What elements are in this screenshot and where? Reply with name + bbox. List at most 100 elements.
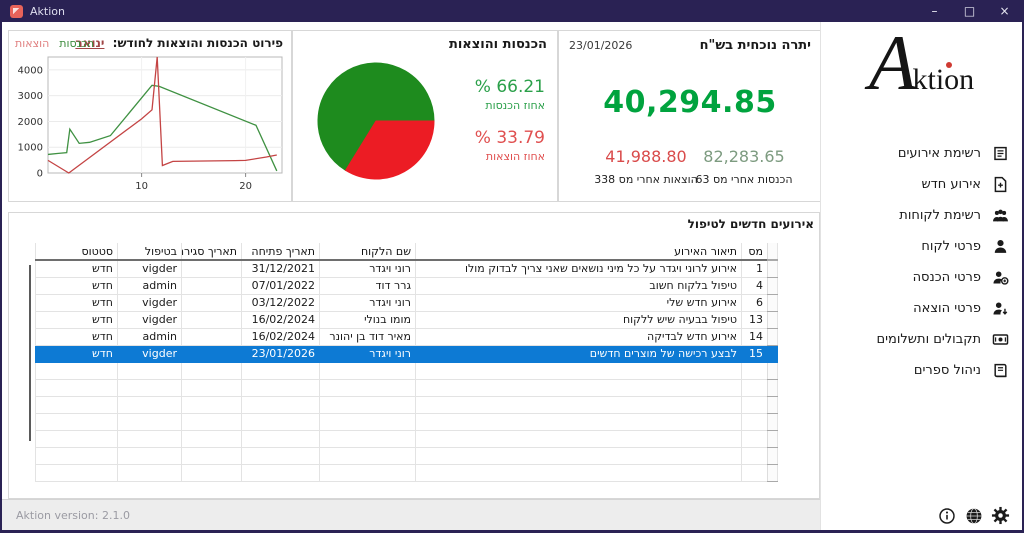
table-row-empty[interactable] (35, 378, 778, 397)
table-cell[interactable] (181, 361, 242, 380)
table-cell[interactable] (117, 446, 182, 465)
table-cell[interactable]: admin (117, 327, 182, 346)
table-cell[interactable] (181, 463, 242, 482)
table-cell[interactable] (415, 395, 742, 414)
table-cell[interactable] (181, 395, 242, 414)
table-cell[interactable]: מאיר דוד בן יהונר (319, 327, 416, 346)
table-cell[interactable] (181, 412, 242, 431)
table-cell[interactable] (181, 259, 242, 278)
table-row[interactable]: 14 אירוע חדש לבדיקה מאיר דוד בן יהונר 16/02… (35, 327, 778, 346)
table-cell[interactable] (35, 429, 118, 448)
table-cell[interactable] (181, 446, 242, 465)
row-header[interactable] (767, 446, 778, 465)
table-row-empty[interactable] (35, 395, 778, 414)
table-row[interactable]: 15 לבצע רכישה של מוצרים חדשים רוני ויגדר 23… (35, 344, 778, 363)
close-button[interactable]: × (999, 4, 1010, 18)
column-header[interactable]: מס (741, 243, 768, 261)
table-cell[interactable]: 07/01/2022 (241, 276, 320, 295)
row-header[interactable] (767, 395, 778, 414)
table-cell[interactable] (415, 412, 742, 431)
table-cell[interactable]: חדש (35, 310, 118, 329)
table-cell[interactable] (181, 429, 242, 448)
table-cell[interactable] (241, 446, 320, 465)
table-cell[interactable] (241, 361, 320, 380)
table-cell[interactable]: חדש (35, 259, 118, 278)
table-cell[interactable] (319, 361, 416, 380)
table-cell[interactable] (415, 378, 742, 397)
table-cell[interactable] (35, 361, 118, 380)
month-link[interactable]: ינואר (75, 36, 105, 50)
table-cell[interactable]: 16/02/2024 (241, 310, 320, 329)
row-header[interactable] (767, 276, 778, 295)
table-row-empty[interactable] (35, 429, 778, 448)
column-header[interactable]: שם הלקוח (319, 243, 416, 261)
table-cell[interactable] (35, 395, 118, 414)
sidebar-item-receipts-payments[interactable]: תקבולים ותשלומים (831, 324, 1009, 355)
table-cell[interactable]: אירוע חדש לבדיקה (415, 327, 742, 346)
table-row-empty[interactable] (35, 361, 778, 380)
row-header[interactable] (767, 463, 778, 482)
table-cell[interactable]: גרר דוד (319, 276, 416, 295)
sidebar-item-clients-list[interactable]: רשימת לקוחות (831, 200, 1009, 231)
table-cell[interactable] (319, 446, 416, 465)
table-cell[interactable] (415, 429, 742, 448)
table-cell[interactable] (181, 293, 242, 312)
table-scrollbar[interactable] (28, 263, 33, 463)
table-cell[interactable]: 03/12/2022 (241, 293, 320, 312)
table-cell[interactable] (181, 327, 242, 346)
table-row-empty[interactable] (35, 463, 778, 482)
table-cell[interactable]: רוני ויגדר (319, 259, 416, 278)
table-cell[interactable]: מומו בנולי (319, 310, 416, 329)
table-cell[interactable]: 14 (741, 327, 768, 346)
row-header[interactable] (767, 310, 778, 329)
table-row-empty[interactable] (35, 412, 778, 431)
settings-gear-icon[interactable] (991, 506, 1010, 525)
table-cell[interactable] (741, 361, 768, 380)
table-row[interactable]: 4 טיפול בלקוח חשוב גרר דוד 07/01/2022 admin ח… (35, 276, 778, 295)
table-cell[interactable]: vigder (117, 310, 182, 329)
table-cell[interactable]: טיפול בלקוח חשוב (415, 276, 742, 295)
table-cell[interactable]: רוני ויגדר (319, 344, 416, 363)
column-header[interactable]: בטיפול (117, 243, 182, 261)
table-cell[interactable]: חדש (35, 344, 118, 363)
table-cell[interactable] (117, 412, 182, 431)
row-header[interactable] (767, 293, 778, 312)
table-cell[interactable] (741, 395, 768, 414)
sidebar-item-new-event[interactable]: אירוע חדש (831, 169, 1009, 200)
language-globe-icon[interactable] (964, 506, 983, 525)
row-header[interactable] (767, 412, 778, 431)
table-cell[interactable] (117, 378, 182, 397)
table-cell[interactable] (35, 378, 118, 397)
table-cell[interactable]: אירוע לרוני ויגדר על כל מיני נושאים שאני… (415, 259, 742, 278)
row-header[interactable] (767, 259, 778, 278)
table-scrollbar-thumb[interactable] (29, 265, 31, 441)
column-header[interactable]: תיאור האירוע (415, 243, 742, 261)
table-cell[interactable] (415, 361, 742, 380)
sidebar-item-expense-details[interactable]: פרטי הוצאה (831, 293, 1009, 324)
minimize-button[interactable]: – (931, 4, 938, 18)
table-cell[interactable]: 16/02/2024 (241, 327, 320, 346)
row-header[interactable] (767, 378, 778, 397)
row-header[interactable] (767, 327, 778, 346)
table-cell[interactable]: 1 (741, 259, 768, 278)
table-cell[interactable]: 23/01/2026 (241, 344, 320, 363)
table-cell[interactable] (241, 463, 320, 482)
table-cell[interactable] (741, 412, 768, 431)
row-header[interactable] (767, 429, 778, 448)
table-cell[interactable] (35, 446, 118, 465)
table-cell[interactable]: 6 (741, 293, 768, 312)
table-cell[interactable] (241, 412, 320, 431)
table-cell[interactable] (181, 344, 242, 363)
table-cell[interactable]: 15 (741, 344, 768, 363)
table-cell[interactable]: חדש (35, 276, 118, 295)
table-cell[interactable] (319, 463, 416, 482)
sidebar-item-client-details[interactable]: פרטי לקוח (831, 231, 1009, 262)
table-cell[interactable] (117, 429, 182, 448)
table-cell[interactable] (415, 446, 742, 465)
maximize-button[interactable]: □ (963, 4, 976, 18)
table-cell[interactable]: 31/12/2021 (241, 259, 320, 278)
table-cell[interactable] (181, 378, 242, 397)
table-cell[interactable]: 13 (741, 310, 768, 329)
table-cell[interactable]: חדש (35, 293, 118, 312)
table-cell[interactable] (741, 446, 768, 465)
